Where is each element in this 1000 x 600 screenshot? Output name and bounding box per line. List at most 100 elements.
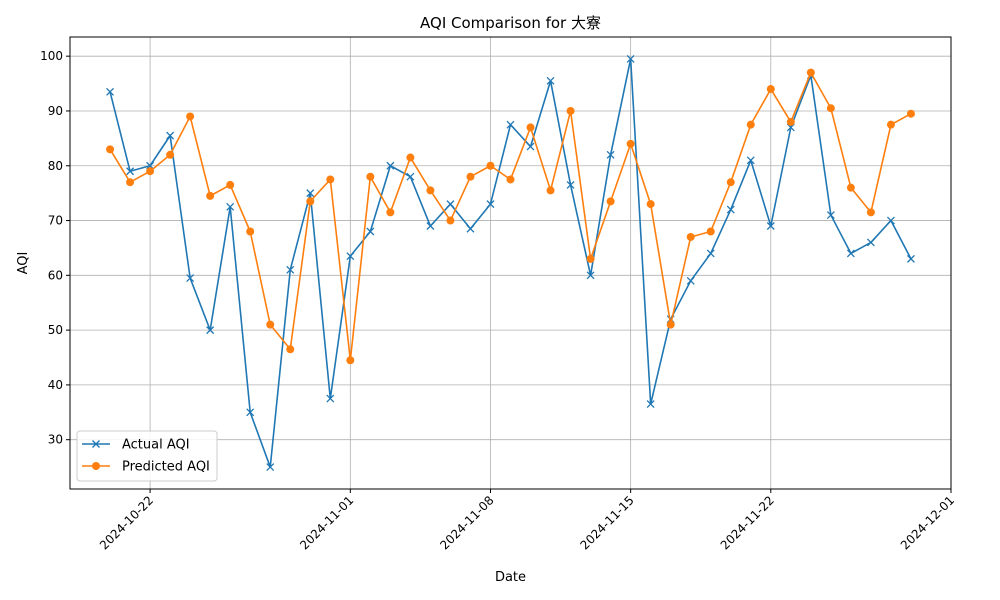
- grid: [70, 37, 952, 489]
- data-point-actual: [266, 463, 275, 472]
- data-point-actual: [426, 222, 435, 230]
- data-point-actual: [166, 131, 175, 140]
- data-point-predicted: [626, 139, 635, 148]
- data-point-predicted: [226, 180, 235, 189]
- y-tick-label: 100: [40, 49, 63, 63]
- data-point-predicted: [566, 106, 575, 115]
- data-point-predicted: [726, 178, 735, 187]
- data-point-actual: [706, 249, 715, 258]
- data-point-actual: [406, 172, 415, 181]
- y-tick-label: 90: [48, 104, 63, 118]
- data-point-predicted: [786, 117, 795, 126]
- data-point-predicted: [506, 175, 515, 184]
- data-point-predicted: [806, 68, 815, 77]
- data-point-predicted: [446, 216, 455, 225]
- plot-frame: [69, 36, 952, 490]
- y-axis-label: AQI: [16, 252, 31, 275]
- data-point-actual: [686, 276, 695, 285]
- y-tick-label: 30: [48, 433, 63, 447]
- data-point-predicted: [166, 150, 175, 159]
- data-point-predicted: [486, 161, 495, 170]
- data-point-actual: [286, 265, 295, 274]
- data-point-actual: [886, 216, 895, 225]
- series-layer: [106, 54, 915, 472]
- series-predicted: [106, 68, 915, 365]
- data-point-actual: [346, 252, 355, 261]
- legend-label-actual: Actual AQI: [122, 438, 190, 453]
- data-point-actual: [206, 326, 215, 335]
- data-point-predicted: [846, 183, 855, 192]
- data-point-predicted: [306, 197, 315, 206]
- data-point-actual: [306, 189, 315, 198]
- data-point-actual: [526, 142, 535, 151]
- x-axis-label: Date: [495, 570, 526, 585]
- data-point-actual: [226, 202, 235, 211]
- data-point-actual: [326, 394, 335, 403]
- data-point-predicted: [426, 186, 435, 195]
- data-point-actual: [866, 238, 875, 247]
- data-point-predicted: [386, 208, 395, 217]
- data-point-predicted: [646, 200, 655, 209]
- y-tick-label: 60: [48, 268, 63, 282]
- data-point-actual: [126, 167, 135, 176]
- data-point-actual: [366, 227, 375, 236]
- data-point-actual: [646, 400, 655, 409]
- data-point-actual: [826, 211, 835, 220]
- data-point-actual: [106, 87, 115, 96]
- y-tick-label: 70: [48, 214, 63, 228]
- data-point-actual: [626, 54, 635, 63]
- legend-marker-glyph-predicted: [92, 462, 100, 470]
- data-point-predicted: [686, 232, 695, 241]
- legend-marker-predicted: [92, 462, 100, 470]
- data-point-predicted: [606, 197, 615, 206]
- data-point-actual: [546, 76, 555, 85]
- legend-box: [76, 430, 218, 482]
- data-point-predicted: [106, 145, 115, 154]
- data-point-predicted: [766, 85, 775, 94]
- data-point-predicted: [586, 254, 595, 263]
- y-axis: 30 40 50 60 70 80 90 100: [40, 49, 70, 447]
- data-point-actual: [566, 180, 575, 189]
- data-point-predicted: [186, 112, 195, 121]
- data-point-predicted: [266, 320, 275, 329]
- data-point-predicted: [246, 227, 255, 236]
- data-point-actual: [586, 271, 595, 280]
- data-point-actual: [246, 408, 255, 417]
- data-point-actual: [606, 150, 615, 159]
- y-tick-label: 80: [48, 159, 63, 173]
- data-point-predicted: [126, 178, 135, 187]
- data-point-predicted: [826, 104, 835, 113]
- data-point-predicted: [466, 172, 475, 181]
- data-point-actual: [466, 224, 475, 233]
- data-point-predicted: [206, 191, 215, 200]
- data-point-predicted: [886, 120, 895, 129]
- data-point-actual: [486, 200, 495, 209]
- data-point-actual: [386, 161, 395, 170]
- data-point-actual: [726, 205, 735, 214]
- data-point-predicted: [326, 175, 335, 184]
- data-point-predicted: [406, 153, 415, 162]
- data-point-actual: [186, 274, 195, 283]
- legend-label-predicted: Predicted AQI: [122, 460, 210, 475]
- legend-marker-glyph-actual: [92, 440, 100, 448]
- data-point-predicted: [146, 167, 155, 176]
- chart-title: AQI Comparison for 大寮: [420, 14, 601, 32]
- data-point-predicted: [706, 227, 715, 236]
- data-point-actual: [766, 222, 775, 230]
- data-point-predicted: [666, 320, 675, 329]
- data-point-predicted: [346, 356, 355, 365]
- y-tick-label: 50: [48, 323, 63, 337]
- data-point-predicted: [526, 123, 535, 132]
- data-point-actual: [506, 120, 515, 129]
- legend-marker-actual: [92, 440, 100, 448]
- legend: Actual AQI Predicted AQI: [76, 430, 218, 482]
- data-point-actual: [446, 200, 455, 209]
- data-point-actual: [846, 249, 855, 258]
- data-point-predicted: [866, 208, 875, 217]
- data-point-predicted: [746, 120, 755, 129]
- data-point-predicted: [906, 109, 915, 118]
- data-point-predicted: [286, 345, 295, 354]
- data-point-predicted: [546, 186, 555, 195]
